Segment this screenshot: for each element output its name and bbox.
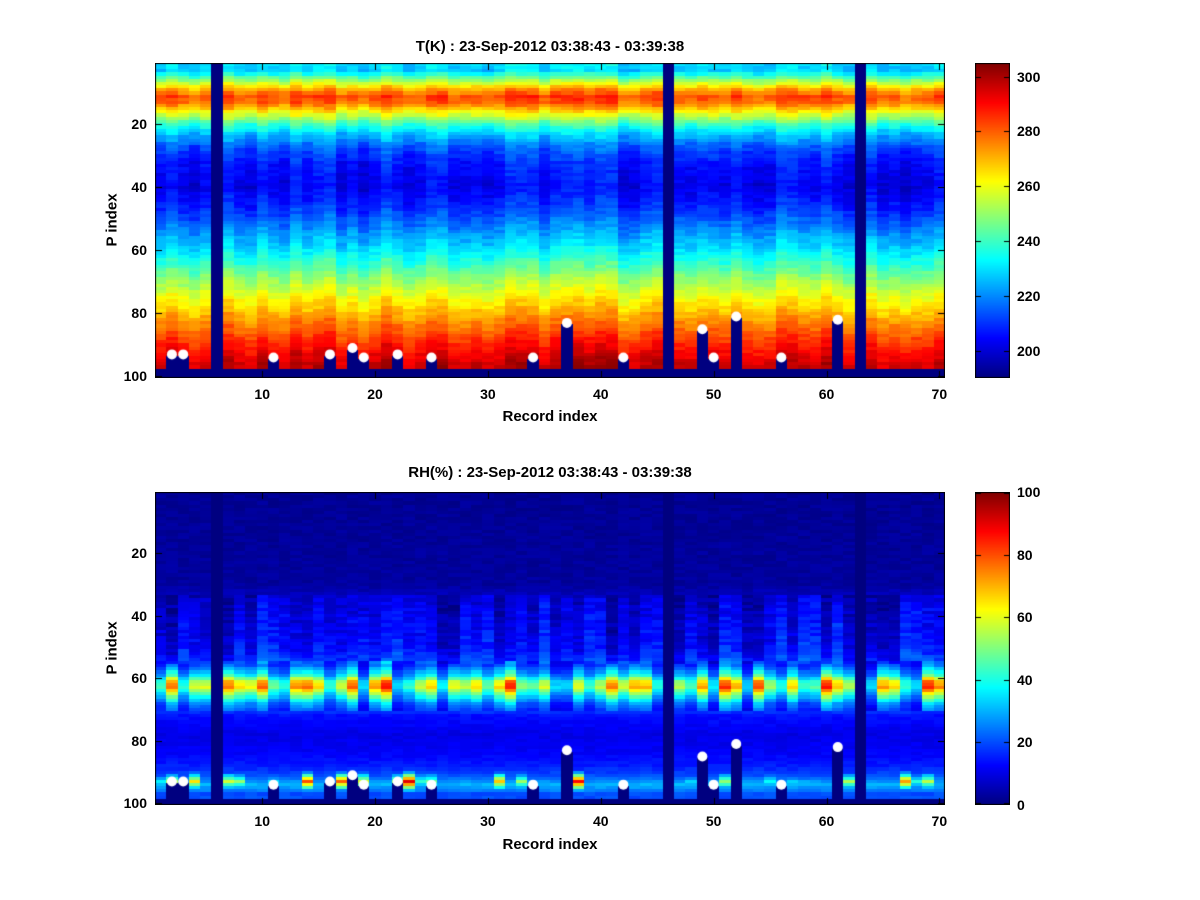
x-tick-label: 30 (480, 813, 496, 829)
x-tick-label: 70 (931, 386, 948, 402)
humidity-x-axis-label: Record index (502, 836, 598, 853)
colorbar-tick-label: 280 (1017, 123, 1041, 140)
x-tick-label: 50 (705, 386, 722, 402)
y-tick-label: 60 (131, 242, 147, 259)
x-tick-label: 40 (592, 813, 609, 829)
temperature-plot-title: T(K) : 23-Sep-2012 03:38:43 - 03:39:38 (415, 38, 685, 55)
colorbar-tick-label: 300 (1017, 68, 1041, 85)
x-tick-label: 20 (367, 386, 383, 402)
y-tick-label: 60 (131, 670, 147, 687)
colorbar-tick-label: 200 (1017, 342, 1041, 359)
colorbar-tick-label: 80 (1017, 546, 1033, 563)
x-tick-label: 40 (592, 386, 609, 402)
y-tick-label: 80 (131, 305, 147, 322)
x-tick-label: 20 (367, 813, 383, 829)
y-tick-label: 20 (131, 116, 147, 133)
colorbar-tick-label: 100 (1017, 484, 1041, 500)
x-tick-label: 10 (254, 813, 270, 829)
x-tick-label: 60 (818, 813, 835, 829)
colorbar-tick-label: 220 (1017, 287, 1041, 304)
y-tick-label: 40 (131, 179, 147, 196)
humidity-colorbar (975, 492, 1010, 805)
humidity-heatmap (155, 492, 945, 805)
x-tick-label: 30 (480, 386, 496, 402)
colorbar-tick-label: 60 (1017, 609, 1033, 626)
temperature-heatmap (155, 63, 945, 378)
colorbar-tick-label: 260 (1017, 178, 1041, 195)
x-tick-label: 50 (705, 813, 722, 829)
temperature-x-axis-label: Record index (502, 408, 598, 425)
humidity-y-axis-label: P index (103, 621, 121, 675)
x-tick-label: 60 (818, 386, 835, 402)
colorbar-tick-label: 240 (1017, 233, 1041, 250)
x-tick-label: 10 (254, 386, 270, 402)
x-tick-label: 70 (931, 813, 948, 829)
colorbar-tick-label: 0 (1017, 797, 1025, 813)
y-tick-label: 100 (123, 368, 147, 385)
y-tick-label: 80 (131, 732, 147, 749)
colorbar-tick-label: 20 (1017, 734, 1033, 751)
humidity-plot-title: RH(%) : 23-Sep-2012 03:38:43 - 03:39:38 (408, 464, 692, 481)
temperature-y-axis-label: P index (103, 193, 121, 247)
y-tick-label: 40 (131, 607, 147, 624)
y-tick-label: 20 (131, 545, 147, 562)
colorbar-tick-label: 40 (1017, 671, 1033, 688)
y-tick-label: 100 (123, 795, 147, 812)
temperature-colorbar (975, 63, 1010, 378)
